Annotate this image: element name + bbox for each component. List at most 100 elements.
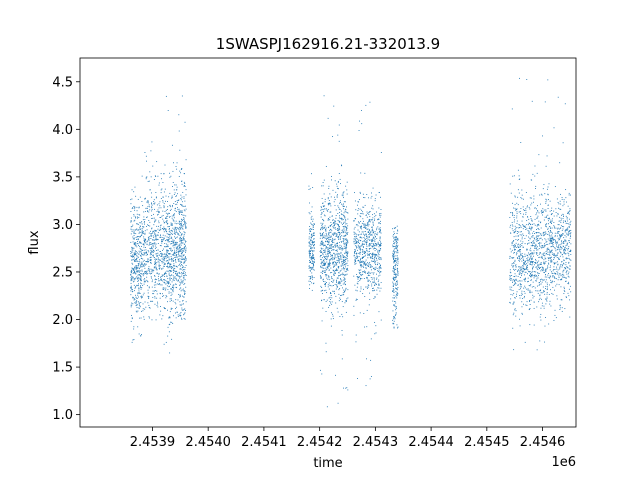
data-point [328, 297, 330, 299]
data-point [331, 277, 332, 279]
data-point [131, 231, 133, 233]
data-point [517, 169, 519, 171]
data-point [543, 261, 545, 263]
data-point [138, 307, 140, 309]
data-point [164, 279, 166, 281]
data-point [513, 248, 515, 250]
data-point [330, 299, 332, 300]
data-point [541, 263, 542, 265]
data-point [529, 291, 531, 293]
data-point [165, 283, 167, 285]
data-point [162, 210, 164, 212]
data-point [512, 285, 514, 286]
data-point [524, 287, 526, 289]
data-point [362, 260, 364, 262]
data-point [175, 260, 176, 262]
data-point [328, 242, 330, 244]
data-point [547, 228, 549, 230]
data-point [168, 228, 170, 230]
data-point [379, 244, 381, 246]
data-point [378, 228, 380, 230]
data-point [323, 255, 325, 257]
data-point [183, 214, 185, 216]
data-point [141, 297, 143, 298]
data-point [169, 298, 171, 300]
data-point [155, 266, 157, 268]
data-point [369, 272, 371, 274]
data-point [313, 241, 315, 242]
data-point [368, 234, 370, 236]
data-point [156, 239, 158, 241]
data-point [178, 280, 179, 282]
data-point [143, 279, 145, 281]
data-point [516, 252, 518, 254]
data-point [180, 240, 182, 242]
data-point [183, 254, 185, 256]
data-point [160, 310, 162, 312]
data-point [362, 231, 364, 233]
data-point [557, 227, 559, 229]
data-point [509, 226, 511, 228]
data-point [512, 257, 514, 259]
data-point [154, 248, 156, 250]
data-point [333, 271, 335, 272]
data-point [137, 217, 139, 219]
data-point [313, 234, 314, 236]
data-point [167, 262, 169, 264]
data-point [346, 273, 348, 275]
data-point [185, 259, 187, 261]
data-point [532, 268, 533, 270]
data-point [323, 261, 325, 263]
data-point [134, 245, 136, 247]
data-point [148, 297, 150, 299]
data-point [517, 247, 519, 248]
data-point [166, 251, 168, 253]
data-point [138, 261, 140, 263]
data-point [368, 271, 370, 273]
data-point [335, 302, 337, 304]
data-point [370, 269, 372, 271]
data-point [175, 252, 177, 254]
data-point [319, 275, 321, 277]
data-point [344, 217, 346, 219]
data-point [154, 275, 155, 277]
data-point [183, 246, 185, 248]
data-point [325, 241, 326, 243]
data-point [377, 251, 379, 253]
data-point [142, 249, 144, 251]
data-point [394, 318, 396, 320]
data-point [344, 238, 346, 240]
data-point [567, 257, 569, 259]
data-point [147, 289, 149, 291]
data-point [181, 226, 182, 228]
data-point [136, 206, 138, 208]
data-point [336, 223, 338, 225]
data-point [525, 208, 527, 210]
data-point [323, 214, 325, 216]
data-point [523, 209, 525, 211]
data-point [130, 277, 132, 279]
data-point [343, 238, 345, 240]
data-point [169, 205, 171, 207]
data-point [513, 232, 515, 234]
data-point [140, 317, 142, 319]
data-point [342, 195, 344, 197]
data-point [150, 273, 152, 275]
data-point [343, 242, 345, 244]
data-point [376, 254, 378, 256]
data-point [365, 227, 367, 229]
data-point [345, 211, 347, 213]
data-point [565, 236, 567, 238]
data-point [531, 252, 533, 254]
data-point [146, 258, 148, 260]
data-point [310, 257, 312, 258]
data-point [532, 261, 534, 263]
data-point [369, 266, 371, 268]
data-point [342, 292, 344, 294]
data-point [176, 253, 178, 255]
data-point [185, 249, 187, 251]
data-point [536, 266, 537, 268]
data-point [529, 253, 531, 255]
data-point [166, 254, 168, 256]
data-point [514, 229, 516, 230]
